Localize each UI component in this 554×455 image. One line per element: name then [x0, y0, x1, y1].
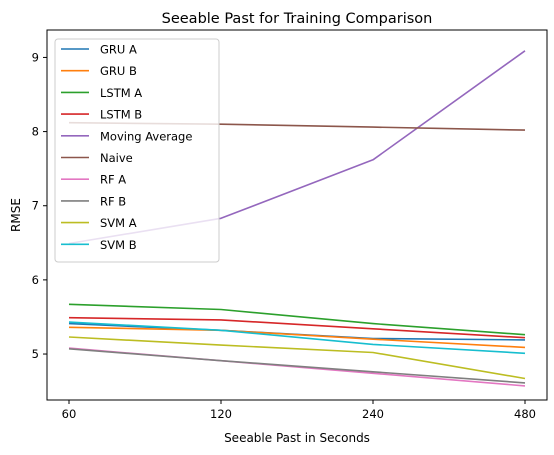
legend-label-rf-a: RF A	[100, 173, 126, 187]
series-line-rf-b	[68, 348, 526, 384]
y-tick-label: 6	[32, 273, 39, 287]
legend-label-gru-a: GRU A	[100, 43, 137, 57]
legend-label-moving-average: Moving Average	[100, 129, 192, 143]
y-tick-label: 8	[32, 125, 39, 139]
x-tick-label: 480	[514, 407, 536, 421]
legend-label-naive: Naive	[100, 151, 133, 165]
y-tick-label: 7	[32, 199, 39, 213]
x-tick-label: 60	[62, 407, 77, 421]
legend-box	[54, 38, 220, 263]
series-line-svm-a	[68, 336, 526, 380]
legend-label-svm-b: SVM B	[100, 238, 137, 252]
legend: GRU A GRU B LSTM A LSTM B Moving Average Naiv…	[54, 38, 220, 263]
y-axis: 5 6 7 8 9	[32, 50, 47, 361]
y-tick-label: 5	[32, 347, 39, 361]
series-lines	[68, 50, 526, 387]
legend-label-lstm-a: LSTM A	[100, 86, 142, 100]
series-line-lstm-a	[68, 303, 526, 336]
x-axis-label: Seeable Past in Seconds	[224, 431, 370, 445]
legend-label-svm-a: SVM A	[100, 216, 137, 230]
chart-title: Seeable Past for Training Comparison	[162, 11, 433, 27]
legend-label-gru-b: GRU B	[100, 64, 137, 78]
legend-label-rf-b: RF B	[100, 194, 126, 208]
x-axis: 60 120 240 480	[62, 400, 536, 421]
y-axis-label: RMSE	[9, 198, 23, 232]
x-tick-label: 120	[210, 407, 232, 421]
series-line-gru-b	[68, 326, 526, 349]
legend-label-lstm-b: LSTM B	[100, 108, 142, 122]
series-line-svm-b	[68, 321, 526, 355]
series-line-lstm-b	[68, 316, 526, 339]
y-tick-label: 9	[32, 50, 39, 64]
plot-frame	[46, 29, 548, 401]
x-tick-label: 240	[362, 407, 384, 421]
